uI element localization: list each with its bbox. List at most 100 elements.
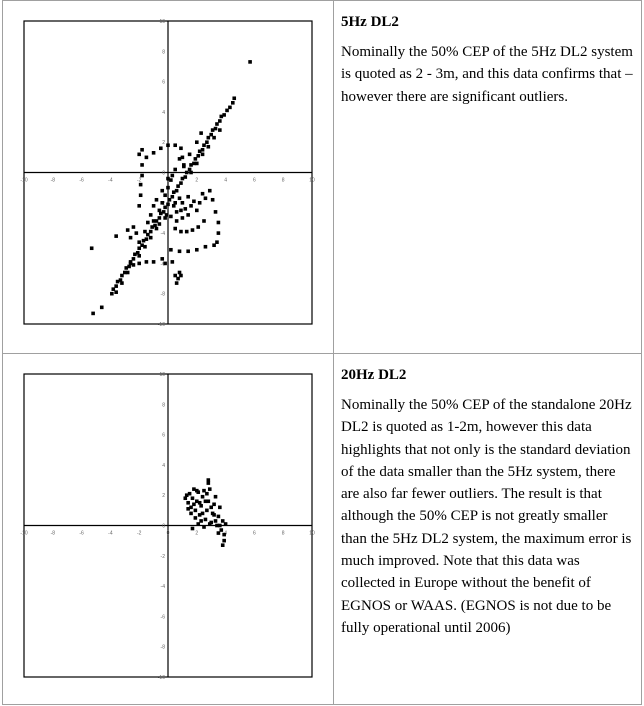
y-tick-label: 2 — [162, 493, 165, 499]
data-point — [124, 266, 129, 270]
data-point — [202, 143, 206, 148]
x-tick-label: -8 — [51, 531, 56, 537]
data-point — [225, 108, 229, 113]
data-point — [151, 219, 156, 223]
data-point — [180, 176, 185, 181]
data-point — [196, 225, 201, 229]
data-point — [170, 173, 175, 178]
data-point — [212, 135, 216, 140]
data-point — [212, 243, 216, 248]
data-point — [128, 261, 133, 266]
data-point — [138, 193, 143, 198]
data-point — [210, 197, 215, 202]
data-point — [205, 140, 209, 144]
y-tick-label: -8 — [161, 645, 166, 651]
section-heading: 20Hz DL2 — [341, 367, 407, 383]
data-point — [173, 167, 177, 172]
data-point — [220, 543, 225, 547]
data-point — [212, 513, 216, 517]
x-tick-label: 4 — [224, 178, 227, 184]
data-point — [206, 499, 211, 504]
x-tick-label: 2 — [195, 531, 198, 537]
data-point — [189, 204, 193, 208]
data-point — [157, 216, 162, 220]
data-point — [180, 201, 185, 205]
data-point — [174, 281, 179, 285]
data-point — [144, 237, 149, 241]
y-tick-label: 8 — [162, 402, 165, 408]
data-point — [146, 220, 150, 225]
y-tick-label: -6 — [161, 261, 166, 267]
data-point — [202, 488, 206, 493]
data-point — [89, 246, 94, 251]
data-point — [159, 146, 163, 151]
data-point — [154, 226, 159, 231]
data-point — [199, 504, 203, 508]
data-point — [219, 114, 224, 119]
y-tick-label: 4 — [162, 463, 165, 469]
data-point — [163, 193, 167, 198]
data-point — [137, 240, 141, 244]
data-point — [125, 270, 130, 275]
y-tick-label: 2 — [162, 140, 165, 146]
data-point — [164, 213, 169, 217]
data-point — [193, 508, 198, 513]
data-point — [151, 151, 156, 155]
data-point — [169, 178, 173, 182]
x-tick-label: -6 — [79, 531, 84, 537]
data-point — [140, 163, 144, 167]
data-point — [128, 235, 133, 240]
data-point — [177, 249, 182, 254]
data-point — [163, 261, 167, 266]
data-point — [157, 208, 162, 213]
x-tick-label: -4 — [108, 178, 113, 184]
data-point — [213, 519, 218, 523]
data-point — [137, 254, 141, 258]
data-point — [91, 311, 95, 316]
y-tick-label: -4 — [161, 231, 166, 237]
data-point — [222, 532, 226, 537]
x-tick-label: -10 — [20, 178, 27, 184]
y-tick-label: -2 — [161, 554, 166, 560]
section-heading: 5Hz DL2 — [341, 14, 399, 30]
data-point — [120, 281, 124, 285]
data-point — [140, 243, 144, 248]
x-tick-label: -2 — [137, 531, 142, 537]
data-point — [184, 229, 189, 234]
data-point — [203, 196, 208, 201]
data-point — [146, 232, 150, 237]
x-tick-label: -6 — [79, 178, 84, 184]
data-point — [173, 273, 177, 278]
data-point — [206, 478, 211, 482]
data-point — [206, 144, 211, 149]
data-point — [138, 182, 143, 187]
data-point — [189, 505, 193, 510]
data-point — [215, 240, 219, 244]
data-point — [182, 164, 186, 169]
data-point — [189, 170, 193, 175]
data-point — [193, 516, 198, 520]
data-point — [187, 491, 192, 496]
data-point — [228, 105, 232, 110]
data-point — [232, 96, 237, 101]
data-point — [114, 234, 118, 238]
data-point — [118, 278, 123, 282]
x-tick-label: 8 — [282, 531, 285, 537]
y-tick-label: 8 — [162, 49, 165, 55]
data-point — [157, 222, 162, 226]
data-point — [154, 219, 159, 223]
data-point — [186, 194, 190, 199]
data-point — [195, 499, 199, 504]
data-point — [137, 261, 141, 266]
data-point — [160, 188, 165, 193]
data-point — [195, 208, 199, 213]
data-point — [196, 522, 201, 526]
data-point — [192, 161, 196, 166]
data-point — [166, 143, 170, 148]
y-tick-label: -4 — [161, 584, 166, 590]
data-point — [115, 279, 120, 284]
data-point — [161, 210, 166, 214]
data-point — [160, 201, 165, 205]
